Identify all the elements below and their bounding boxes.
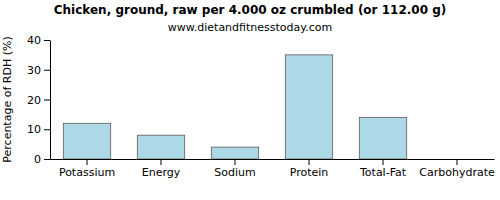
y-tick-mark xyxy=(44,40,50,41)
y-tick: 10 xyxy=(27,123,50,136)
x-tick-mark xyxy=(309,159,310,165)
x-tick: Energy xyxy=(142,159,181,179)
x-tick: Carbohydrate xyxy=(419,159,495,179)
y-axis-line xyxy=(50,41,51,160)
x-axis-line xyxy=(51,159,495,160)
y-tick-mark xyxy=(44,159,50,160)
x-tick-mark xyxy=(161,159,162,165)
plot: 0 10 20 30 40 Potassium Energy Sodium Protein Tot… xyxy=(27,34,495,179)
bar xyxy=(433,159,480,160)
y-tick: 30 xyxy=(27,64,50,77)
x-tick-label: Carbohydrate xyxy=(419,166,495,179)
bar xyxy=(137,135,184,159)
x-tick: Sodium xyxy=(214,159,255,179)
x-tick-label: Protein xyxy=(290,166,329,179)
y-tick-label: 10 xyxy=(27,123,41,136)
bars xyxy=(63,55,406,159)
x-axis: Potassium Energy Sodium Protein Total-Fat Car… xyxy=(51,159,495,179)
y-tick-label: 30 xyxy=(27,64,41,77)
bar xyxy=(359,117,406,159)
title: Chicken, ground, raw per 4.000 oz crumbl… xyxy=(54,3,447,17)
x-tick: Protein xyxy=(290,159,329,179)
x-tick: Total-Fat xyxy=(359,159,407,179)
x-tick-label: Potassium xyxy=(59,166,115,179)
x-tick-label: Sodium xyxy=(214,166,255,179)
y-tick-mark xyxy=(44,100,50,101)
y-tick: 40 xyxy=(27,34,50,47)
y-axis-title: Percentage of RDH (%) xyxy=(1,36,14,162)
x-tick-label: Total-Fat xyxy=(359,166,407,179)
y-axis: 0 10 20 30 40 xyxy=(27,34,51,166)
x-tick: Potassium xyxy=(59,159,115,179)
x-tick-mark xyxy=(235,159,236,165)
y-tick-label: 0 xyxy=(34,153,41,166)
x-tick-mark xyxy=(87,159,88,165)
y-tick-mark xyxy=(44,70,50,71)
y-tick: 0 xyxy=(34,153,50,166)
y-tick-label: 40 xyxy=(27,34,41,47)
x-tick-mark xyxy=(383,159,384,165)
x-tick-label: Energy xyxy=(142,166,181,179)
y-tick-label: 20 xyxy=(27,94,41,107)
bar xyxy=(63,123,110,159)
bar xyxy=(211,147,258,159)
x-tick-mark xyxy=(457,159,458,165)
y-tick: 20 xyxy=(27,94,50,107)
y-tick-mark xyxy=(44,129,50,130)
chart: Chicken, ground, raw per 4.000 oz crumbl… xyxy=(0,0,500,200)
bar xyxy=(285,55,332,159)
subtitle: www.dietandfitnesstoday.com xyxy=(168,21,332,34)
